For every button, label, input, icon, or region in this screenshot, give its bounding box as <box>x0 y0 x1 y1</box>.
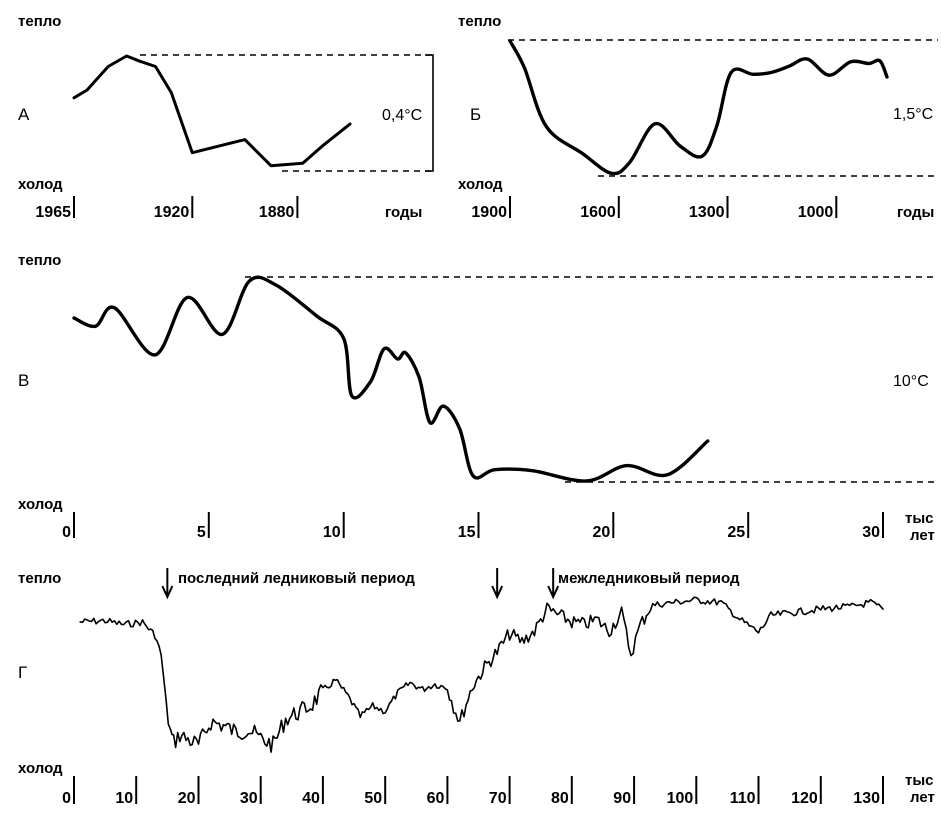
tick-label-g-12: 120 <box>791 790 818 807</box>
tick-label-g-10: 100 <box>667 790 694 807</box>
tick-label-b-0: 1900 <box>471 204 507 221</box>
x-axis-title-g-line2: лет <box>910 789 935 806</box>
x-axis-a: 1965 1920 1880 <box>35 196 299 221</box>
panel-a: тепло холод А 0,4°C 1965 1920 1880 годы <box>18 13 434 221</box>
tick-label-b-3: 1000 <box>798 204 834 221</box>
tick-label-g-9: 90 <box>613 790 631 807</box>
series-line-b <box>508 39 889 176</box>
x-axis-g: 0 10 20 30 40 50 60 70 80 90 100 110 120 130 <box>62 776 884 807</box>
panel-letter-v: В <box>18 371 29 390</box>
amplitude-label-v: 10°C <box>893 373 929 390</box>
down-arrow-icon <box>491 568 504 600</box>
amplitude-label-a: 0,4°C <box>382 107 422 124</box>
warm-label-v: тепло <box>18 252 61 269</box>
annotation-glacial: последний ледниковый период <box>178 570 415 587</box>
cold-label-g: холод <box>18 760 63 777</box>
x-axis-v: 0 5 10 15 20 25 30 <box>62 512 884 541</box>
tick-label-a-2: 1880 <box>259 204 295 221</box>
down-arrow-icon <box>161 568 174 600</box>
warm-label-g: тепло <box>18 570 61 587</box>
tick-label-g-13: 130 <box>853 790 880 807</box>
panel-b: тепло холод Б 1,5°C 1900 1600 1300 1000 год… <box>458 13 938 221</box>
tick-label-g-7: 70 <box>489 790 507 807</box>
tick-label-a-0: 1965 <box>35 204 71 221</box>
tick-label-a-1: 1920 <box>154 204 190 221</box>
tick-label-g-2: 20 <box>178 790 196 807</box>
tick-label-g-5: 50 <box>364 790 382 807</box>
tick-label-v-0: 0 <box>62 524 71 541</box>
cold-label-a: холод <box>18 176 63 193</box>
panel-letter-a: А <box>18 105 30 124</box>
x-axis-title-g-line1: тыс <box>905 772 934 789</box>
tick-label-g-1: 10 <box>115 790 133 807</box>
annotation-interglacial: межледниковый период <box>558 570 740 587</box>
series-line-a <box>72 54 352 168</box>
tick-label-v-2: 10 <box>323 524 341 541</box>
down-arrow-icon <box>547 568 560 600</box>
x-axis-b: 1900 1600 1300 1000 <box>471 196 838 221</box>
panel-letter-b: Б <box>470 105 481 124</box>
period-arrows <box>161 568 560 600</box>
tick-label-v-6: 30 <box>862 524 880 541</box>
tick-label-g-3: 30 <box>240 790 258 807</box>
tick-label-v-3: 15 <box>458 524 476 541</box>
tick-label-b-1: 1600 <box>580 204 616 221</box>
amplitude-bracket-a <box>425 54 434 172</box>
series-line-g <box>79 596 884 753</box>
panel-v: тепло холод В 10°C 0 5 10 15 20 25 30 тыс лет <box>18 252 938 544</box>
cold-label-v: холод <box>18 496 63 513</box>
panel-g: тепло холод Г последний ледниковый перио… <box>18 568 935 807</box>
x-axis-title-v-line1: тыс <box>905 510 934 527</box>
tick-label-g-0: 0 <box>62 790 71 807</box>
series-line-v <box>72 275 710 483</box>
tick-label-g-8: 80 <box>551 790 569 807</box>
panel-letter-g: Г <box>18 663 27 682</box>
tick-label-g-6: 60 <box>427 790 445 807</box>
tick-label-v-1: 5 <box>197 524 206 541</box>
warm-label-a: тепло <box>18 13 61 30</box>
x-axis-title-b: годы <box>897 204 934 221</box>
cold-label-b: холод <box>458 176 503 193</box>
tick-label-g-4: 40 <box>302 790 320 807</box>
x-axis-title-a: годы <box>385 204 422 221</box>
tick-label-g-11: 110 <box>730 790 756 807</box>
amplitude-label-b: 1,5°C <box>893 106 933 123</box>
tick-label-v-4: 20 <box>593 524 611 541</box>
x-axis-title-v-line2: лет <box>910 527 935 544</box>
tick-label-v-5: 25 <box>727 524 745 541</box>
tick-label-b-2: 1300 <box>689 204 725 221</box>
warm-label-b: тепло <box>458 13 501 30</box>
